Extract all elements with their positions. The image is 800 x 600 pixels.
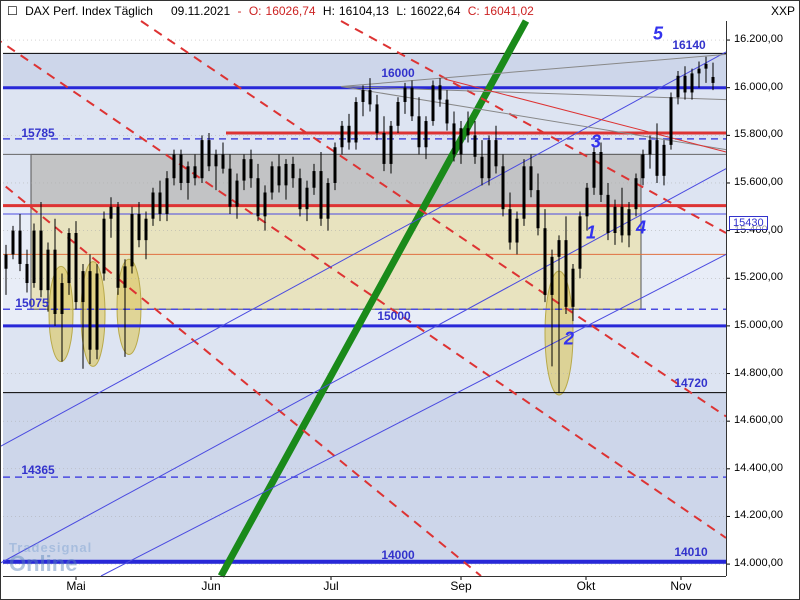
y-axis-line [726,21,727,576]
level-label: 14010 [674,545,707,559]
level-label: 16140 [672,38,705,52]
chart-container: ☐ DAX Perf. Index Täglich 09.11.2021 - O… [0,0,800,600]
y-tick-label: 15.600,00 [734,176,783,188]
level-label: 15785 [21,126,54,140]
level-label: 15000 [377,309,410,323]
level-label: 16000 [381,66,414,80]
y-tick-label: 14.800,00 [734,367,783,379]
candles-layer [1,1,800,600]
y-tick-label: 15.000,00 [734,319,783,331]
wave-label: 2 [564,328,574,349]
y-tick-label: 14.600,00 [734,414,783,426]
x-tick-label: Jul [323,579,338,593]
x-axis-line [3,576,726,577]
price-marker: 15430 [729,216,768,230]
y-tick-label: 14.400,00 [734,462,783,474]
y-tick-label: 15.200,00 [734,271,783,283]
y-tick-label: 16.200,00 [734,33,783,45]
wave-label: 5 [653,24,663,45]
y-tick-label: 14.200,00 [734,509,783,521]
wave-label: 4 [636,218,646,239]
x-tick-label: Sep [450,579,471,593]
wave-label: 1 [586,222,596,243]
level-label: 14365 [21,463,54,477]
watermark: Tradesignal Online [9,540,92,577]
x-tick-label: Nov [670,579,691,593]
level-label: 14720 [674,376,707,390]
y-tick-label: 14.000,00 [734,557,783,569]
y-tick-label: 16.000,00 [734,81,783,93]
x-tick-label: Okt [577,579,596,593]
level-label: 14000 [381,548,414,562]
y-tick-label: 15.800,00 [734,128,783,140]
wave-label: 3 [591,132,601,153]
x-tick-label: Mai [66,579,85,593]
level-label: 15075 [15,296,48,310]
x-tick-label: Jun [201,579,220,593]
